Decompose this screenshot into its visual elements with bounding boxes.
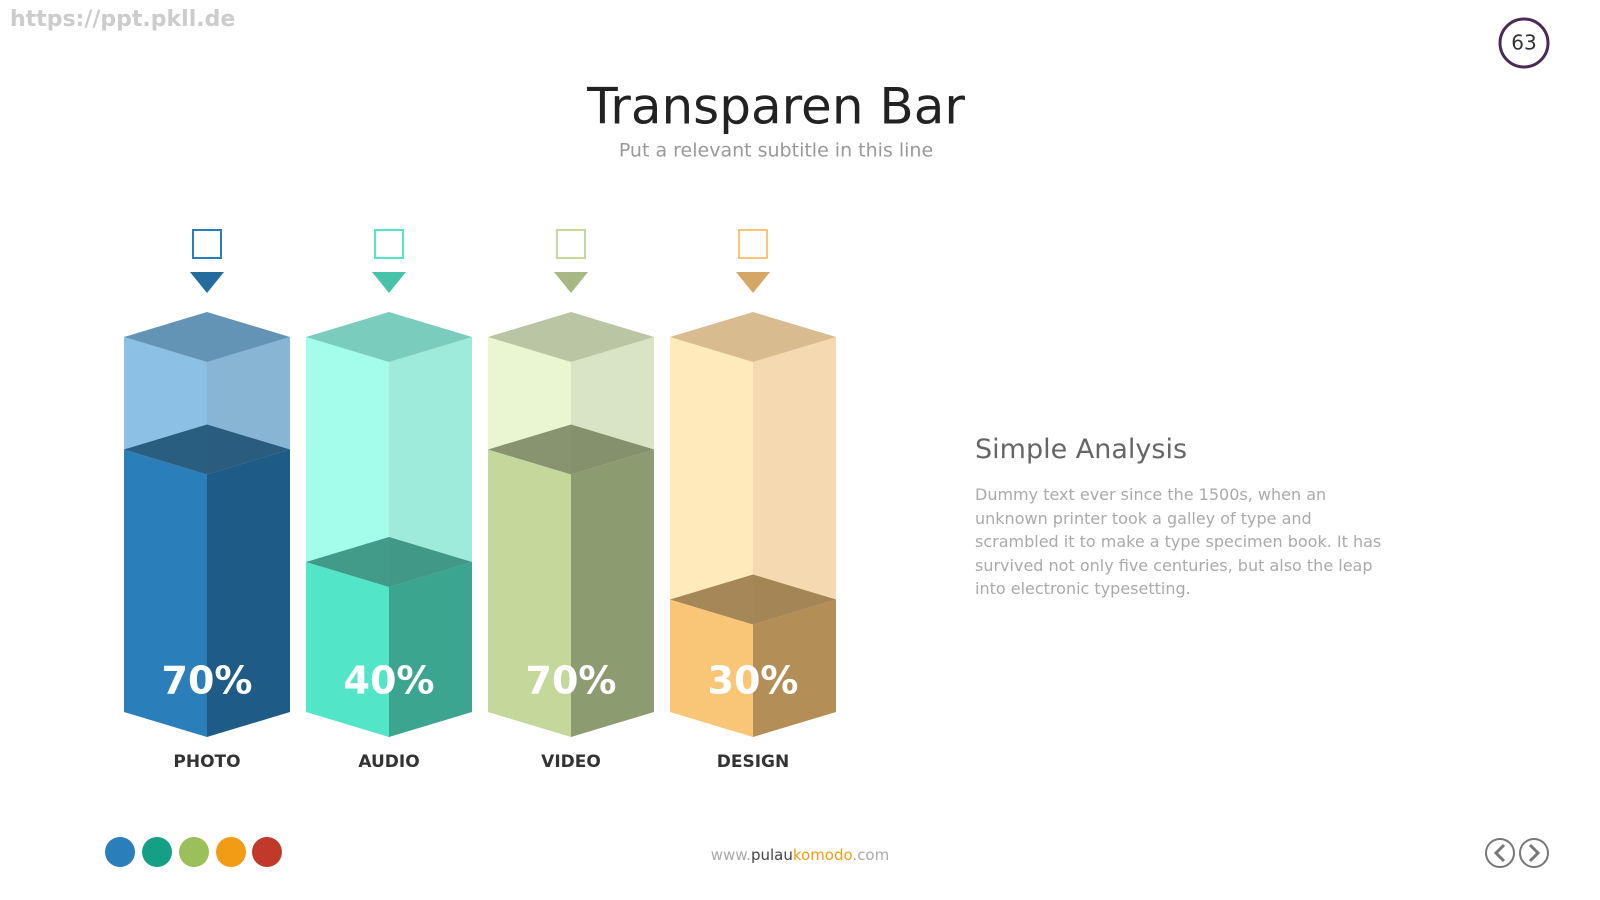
bar-top — [124, 312, 290, 362]
pointer — [554, 272, 588, 293]
legend-dots — [105, 837, 282, 867]
icon — [192, 229, 222, 259]
bar-top — [306, 312, 472, 362]
bar-right — [389, 562, 472, 737]
bar-right — [753, 599, 836, 737]
bar-empty-right — [389, 337, 472, 587]
bar-left — [124, 449, 207, 737]
bar-left — [670, 599, 753, 737]
side-text: Simple Analysis Dummy text ever since th… — [975, 434, 1385, 601]
pointer — [190, 272, 224, 293]
page-number: 63 — [1511, 31, 1536, 55]
value-label: 70% — [526, 659, 617, 703]
footer: www.pulaukomodo.com — [0, 846, 1600, 864]
bar-empty-right — [753, 337, 836, 625]
bar-level — [488, 424, 654, 475]
bar-level — [306, 537, 472, 587]
bar-left — [306, 562, 389, 737]
bar-right — [207, 449, 290, 737]
page-badge — [1498, 17, 1550, 69]
icon — [374, 229, 404, 259]
bar-level — [670, 574, 836, 625]
value-label: 70% — [162, 659, 253, 703]
bar-top — [488, 312, 654, 362]
chart-subtitle: Put a relevant subtitle in this line — [619, 140, 933, 162]
icon — [556, 229, 586, 259]
nav-buttons[interactable] — [1485, 838, 1549, 868]
footer-part2: komodo — [792, 846, 853, 864]
bar-top — [670, 312, 836, 362]
bar-empty-left — [670, 337, 753, 625]
footer-part1: pulau — [750, 846, 793, 864]
footer-suffix: .com — [852, 846, 890, 864]
chart-title: Transparen Bar — [586, 78, 965, 136]
category-label: AUDIO — [358, 752, 419, 772]
side-body: Dummy text ever since the 1500s, when an… — [975, 485, 1382, 598]
bar-right — [571, 449, 654, 737]
category-label: DESIGN — [717, 752, 789, 772]
category-label: VIDEO — [541, 752, 601, 772]
side-heading: Simple Analysis — [975, 434, 1188, 465]
bar-level — [124, 424, 290, 475]
watermark: https://ppt.pkll.de — [10, 7, 235, 32]
value-label: 40% — [344, 659, 435, 703]
icon — [738, 229, 768, 259]
pointer — [372, 272, 406, 293]
category-label: PHOTO — [173, 752, 240, 772]
footer-prefix: www. — [710, 846, 751, 864]
bar-left — [488, 449, 571, 737]
pointer — [736, 272, 770, 293]
value-label: 30% — [708, 659, 799, 703]
bar-empty-left — [306, 337, 389, 587]
